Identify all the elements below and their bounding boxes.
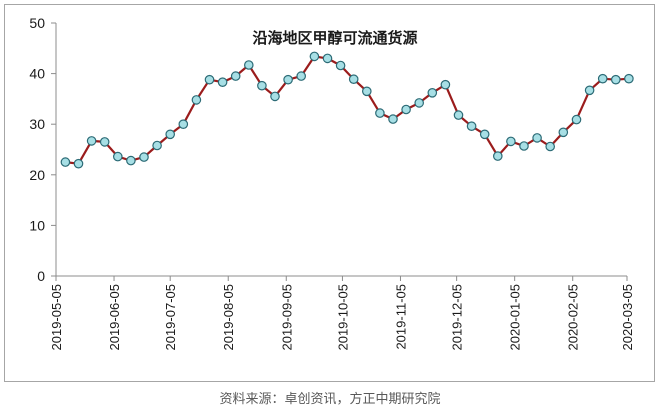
data-point (361, 86, 372, 97)
data-point (126, 155, 136, 166)
data-point (348, 74, 359, 84)
data-point (479, 129, 490, 140)
data-point (388, 114, 398, 124)
data-point (283, 74, 293, 85)
data-point (309, 51, 320, 62)
x-tick-label: 2019-07-05 (163, 284, 178, 351)
data-point (257, 80, 267, 91)
data-point (230, 71, 241, 81)
y-tick-label: 40 (29, 66, 45, 82)
y-tick-label: 30 (29, 116, 45, 132)
data-point (427, 88, 438, 98)
x-tick-label: 2019-12-05 (450, 284, 465, 351)
data-point (545, 141, 555, 152)
source-note: 资料来源：卓创资讯，方正中期研究院 (219, 392, 441, 407)
data-point (99, 137, 110, 147)
data-point (113, 151, 123, 162)
x-tick-label: 2019-05-05 (49, 284, 64, 351)
x-tick-label: 2019-10-05 (335, 284, 350, 351)
data-point (571, 114, 582, 125)
data-point (322, 53, 333, 64)
chart-title: 沿海地区甲醇可流通货源 (252, 29, 417, 47)
data-point (558, 127, 569, 138)
data-point (375, 108, 385, 118)
data-point (73, 158, 84, 169)
data-point (519, 141, 529, 151)
data-point (335, 60, 346, 71)
data-point (532, 133, 542, 143)
data-point (165, 129, 175, 140)
data-point (217, 77, 228, 87)
y-tick-label: 20 (29, 167, 45, 183)
y-tick-label: 0 (37, 268, 45, 284)
data-point (139, 152, 149, 162)
data-point (597, 73, 608, 84)
line-chart: 沿海地区甲醇可流通货源 0 10 20 30 40 50 2019-05-05 2019-06… (29, 15, 635, 351)
x-tick-label: 2019-08-05 (221, 284, 236, 351)
data-point (453, 110, 464, 120)
x-tick-label: 2020-01-05 (508, 284, 523, 351)
series-line (65, 55, 629, 165)
chart-frame: 沿海地区甲醇可流通货源 0 10 20 30 40 50 2019-05-05 2019-06… (4, 4, 655, 382)
data-point (191, 95, 202, 105)
data-point (296, 71, 306, 81)
data-point (466, 121, 477, 131)
data-point (178, 119, 189, 129)
x-tick-label: 2019-06-05 (107, 284, 122, 351)
data-point (440, 79, 451, 90)
x-tick-label: 2019-11-05 (393, 284, 408, 350)
data-point (624, 73, 634, 84)
data-point (86, 136, 97, 146)
data-point (414, 98, 424, 108)
x-tick-label: 2020-03-05 (620, 284, 635, 351)
data-point (492, 151, 503, 161)
y-tick-label: 10 (29, 217, 45, 233)
data-point (244, 60, 254, 70)
data-point (204, 74, 215, 85)
x-tick-label: 2020-02-05 (566, 284, 581, 351)
data-point (152, 140, 162, 151)
data-point (401, 104, 411, 115)
data-point (60, 157, 71, 167)
data-point (584, 85, 595, 96)
data-point (270, 91, 280, 102)
x-tick-label: 2019-09-05 (279, 284, 294, 351)
data-point (506, 136, 516, 147)
y-tick-label: 50 (29, 15, 45, 31)
data-point (610, 74, 621, 85)
